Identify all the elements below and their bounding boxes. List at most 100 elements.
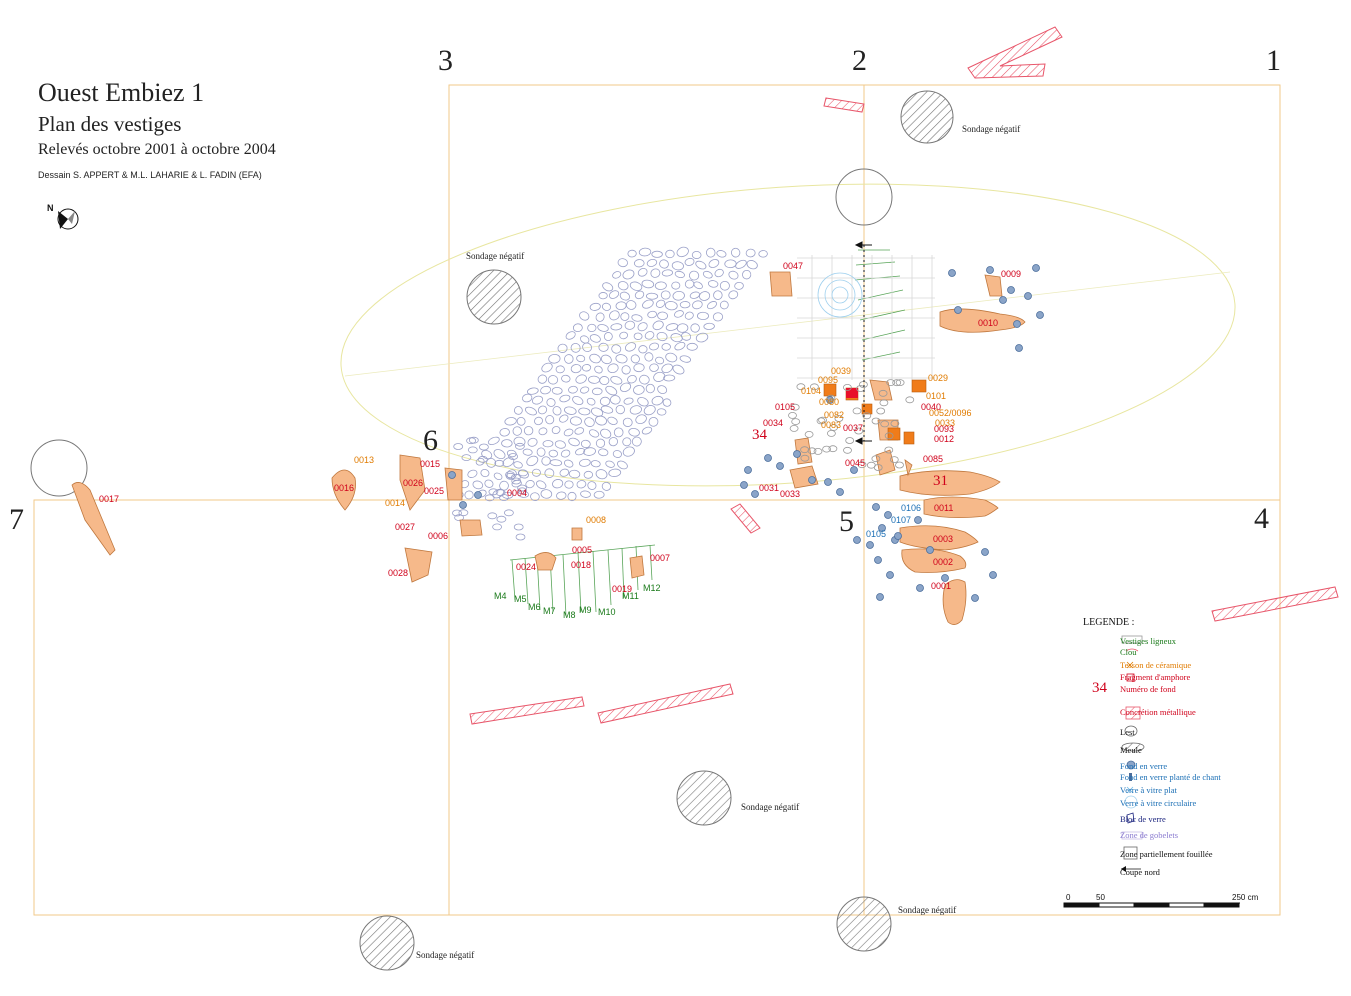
ballast-stone [612, 271, 622, 279]
legend-label: Bloc de verre [1120, 814, 1166, 824]
ballast-stone [505, 472, 516, 480]
ballast-stone [688, 270, 700, 281]
ballast-stone [527, 387, 539, 395]
glass-bottom [876, 593, 884, 601]
lest-stone [856, 385, 865, 392]
ballast-stone [645, 383, 655, 394]
find-label: 0047 [783, 261, 804, 271]
ballast-stone [735, 259, 747, 269]
ballast-stone [719, 280, 730, 291]
ballast-stone [714, 268, 724, 278]
ballast-stone [511, 473, 521, 481]
ballast-stone [538, 427, 548, 436]
ballast-stone [615, 301, 627, 311]
grid-number-3: 3 [438, 44, 453, 77]
legend-label: Concrétion métallique [1120, 707, 1196, 717]
ballast-stone [552, 406, 562, 416]
find-label: 0080 [819, 397, 840, 407]
ballast-stone [508, 453, 518, 460]
ballast-stone [475, 457, 485, 466]
find-label: 0019 [612, 584, 633, 594]
sondage-label: Sondage négatif [416, 950, 475, 960]
ballast-stone [563, 406, 577, 415]
legend-label: Zone de gobelets [1120, 830, 1179, 840]
ballast-stone [659, 259, 669, 269]
ballast-stone [633, 363, 645, 373]
find-label: 0105 [866, 529, 887, 539]
find-label: 0008 [586, 515, 607, 525]
lest-stone [826, 394, 836, 402]
glass-bottom [1024, 292, 1032, 300]
ballast-stone [547, 375, 559, 385]
ballast-stone [734, 281, 744, 290]
ballast-stone [518, 469, 528, 477]
ballast-stone [503, 509, 514, 517]
lest-stone [889, 456, 899, 464]
ballast-stone [608, 437, 618, 447]
ballast-stone [719, 300, 729, 310]
ballast-stone [624, 320, 636, 330]
grid-number-4: 4 [1254, 502, 1269, 535]
ballast-stone [487, 512, 498, 520]
find-label: 0018 [571, 560, 592, 570]
glass-bottom [836, 488, 844, 496]
wood-label: M11 [622, 591, 639, 601]
lest-stones [788, 379, 915, 471]
scale-start: 0 [1066, 893, 1071, 902]
ballast-stone [629, 281, 643, 291]
wood-label: M6 [528, 602, 541, 612]
glass-bottom [874, 556, 882, 564]
ballast-stone [527, 437, 538, 447]
legend-item: Verre à vitre plat [1120, 785, 1177, 795]
ballast-stone [484, 479, 494, 488]
lest-stone [895, 379, 905, 387]
legend-item: Fragment d'amphore [1120, 672, 1190, 682]
lest-stone [790, 403, 800, 411]
ballast-stone [696, 311, 709, 321]
lest-stone [843, 446, 852, 454]
ballast-stone [512, 426, 522, 436]
grid [33, 84, 1281, 916]
glass-bottoms [448, 264, 1044, 602]
ballast-stone [556, 491, 567, 500]
lest-stone [866, 461, 876, 469]
ballast-stone [674, 270, 685, 279]
glass-bottom [1032, 264, 1040, 272]
ballast-stone [531, 395, 544, 405]
ballast-stone [598, 292, 608, 300]
ballast-stone [610, 323, 623, 331]
find-label: 0006 [428, 531, 449, 541]
ballast-stone [665, 249, 675, 259]
ballast-stone [712, 312, 724, 322]
glass-bottom [850, 466, 858, 474]
ballast-stone [544, 468, 555, 479]
ballast-stone [513, 406, 523, 415]
ballast-stone [607, 363, 619, 374]
wood-label: M8 [563, 610, 576, 620]
find-label: 0005 [572, 545, 593, 555]
legend-label: Fond en verre [1120, 761, 1168, 771]
ballast-stone [702, 270, 713, 279]
ballast-stone [645, 292, 659, 300]
find-label: 0040 [921, 402, 942, 412]
find-label: 0093 [934, 424, 955, 434]
ballast-stone [633, 385, 645, 395]
ballast-stone [590, 460, 601, 468]
ballast-stone [662, 398, 672, 407]
ballast-stone [647, 310, 658, 319]
ballast-stone [501, 491, 514, 499]
ballast-stone [691, 250, 702, 259]
lest-stone [810, 383, 819, 391]
ballast-stone [684, 279, 695, 289]
ballast-stone [690, 323, 700, 333]
ballast-stone [468, 436, 479, 444]
glass-bottom [1013, 320, 1021, 328]
ballast-stone [537, 405, 548, 415]
ballast-stone [742, 269, 752, 280]
ballast-stone [594, 415, 608, 426]
ballast-stone [612, 450, 622, 458]
ballast-stone [641, 426, 653, 435]
ballast-stone [542, 440, 554, 448]
ballast-stone [574, 427, 585, 435]
ballast-stone [564, 480, 574, 489]
